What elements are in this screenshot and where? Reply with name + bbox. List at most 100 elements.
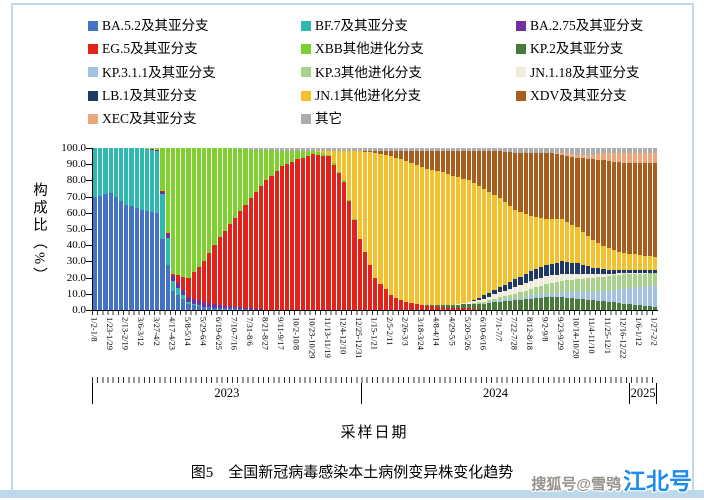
bar-segment [622,288,627,304]
y-tick-label: 10.0 [66,287,86,300]
bar-segment [513,298,518,301]
y-tick-label: 100.0 [61,142,86,154]
bar-segment [222,148,227,231]
bar-segment [554,152,559,154]
bar-segment [580,158,585,232]
legend-item: JN.1.18及其亚分支 [516,62,688,83]
x-tick-label: 11/4-11/10 [587,317,598,354]
bar-segment [419,305,424,310]
bar-segment [513,293,518,299]
bar-segment [253,149,258,193]
bar-segment [642,148,648,153]
figure-caption: 图5 全国新冠病毒感染本土病例变异株变化趋势 [190,465,514,481]
bar-segment [580,292,585,300]
bar-segment [419,148,424,152]
bar-segment [357,151,362,239]
bar-segment [622,269,627,273]
stacked-bar [290,148,295,310]
bar-segment [201,148,207,262]
bar-segment [295,148,300,152]
stacked-bar [367,148,373,310]
bar-segment [217,237,222,306]
bar-segment [290,151,295,162]
bar-segment [233,308,238,310]
bar-segment [580,264,585,275]
stacked-bar [554,148,559,310]
legend-label: EG.5及其亚分支 [102,41,198,57]
bar-segment [482,298,487,302]
bar-segment [321,151,326,154]
bar-segment [539,277,544,286]
bar-segment [367,264,373,310]
bar-segment [508,281,513,289]
bar-segment [518,211,523,277]
y-axis-tick-marks [86,148,92,312]
watermark-brand: 江北号 [623,468,692,494]
stacked-bar [476,148,482,310]
bar-segment [93,148,98,197]
bar-segment [222,230,227,306]
bar-segment [378,151,383,154]
stacked-bar [580,148,585,310]
bar-segment [362,151,367,152]
legend-item: KP.3.1.1及其亚分支 [88,62,301,83]
x-tick-label: 4/17-4/23 [167,317,178,351]
stacked-bar [388,148,393,310]
bar-segment [404,160,409,302]
bar-segment [419,167,424,306]
bar-segment [124,148,129,205]
bar-segment [601,301,606,310]
stacked-bar [227,148,233,310]
stacked-bar [139,148,144,310]
bar-segment [528,288,533,296]
bar-segment [596,243,601,269]
bar-segment [637,269,642,273]
bar-segment [502,151,507,203]
bar-segment [549,153,554,220]
bar-segment [222,305,227,309]
bar-segment [373,148,378,152]
stacked-bar [310,148,316,310]
bar-segment [476,309,482,310]
stacked-bar [134,148,139,310]
year-label: 2025 [630,386,656,400]
legend-label: JN.1.18及其亚分支 [530,64,640,80]
bar-segment [627,162,632,254]
bar-segment [409,151,414,164]
bar-segment [435,306,440,310]
bar-segment [471,308,476,310]
stacked-bar [466,148,471,310]
x-tick-label: 9/2-9/8 [540,317,551,342]
bar-segment [144,149,150,211]
bar-segment [435,170,440,306]
stacked-bar [575,148,580,310]
bar-segment [352,219,357,220]
legend-label: BA.2.75及其亚分支 [530,18,644,33]
x-tick-label: 10/2-10/8 [291,317,302,351]
stacked-bar [316,148,321,310]
stacked-bar [393,148,399,310]
stacked-bar [144,148,150,310]
bar-segment [196,148,201,267]
bar-segment [425,168,430,306]
bar-segment [212,307,217,310]
bar-segment [611,148,616,153]
bar-segment [523,273,528,284]
bar-segment [616,274,622,290]
stacked-bar [591,148,596,310]
bar-segment [326,148,331,152]
bar-segment [456,148,461,152]
x-tick-label: 11/25-12/1 [602,317,613,354]
stacked-bar [233,148,238,310]
bar-segment [269,148,274,151]
bar-segment [150,149,155,151]
bar-segment [616,162,622,252]
bar-segment [632,272,637,275]
bar-segment [642,162,648,256]
x-tick-label: 10/14-10/20 [571,317,582,359]
bar-segment [544,293,549,298]
x-tick-label: 3/27-4/2 [151,317,162,346]
bar-segment [575,227,580,264]
x-tick-label: 2/13-2/19 [120,317,131,351]
stacked-bar [170,148,175,310]
